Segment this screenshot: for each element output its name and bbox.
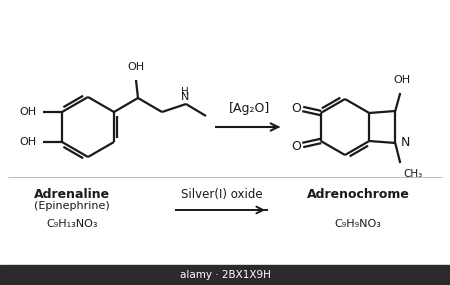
Text: H: H [181, 87, 189, 97]
Text: N: N [401, 137, 410, 150]
Text: C₉H₉NO₃: C₉H₉NO₃ [334, 219, 382, 229]
Text: Adrenochrome: Adrenochrome [306, 188, 410, 201]
Text: Adrenaline: Adrenaline [34, 188, 110, 201]
Text: OH: OH [394, 75, 411, 85]
Text: C₉H₁₃NO₃: C₉H₁₃NO₃ [46, 219, 98, 229]
Text: OH: OH [127, 62, 144, 72]
Text: O: O [291, 139, 301, 152]
Text: O: O [291, 101, 301, 115]
Text: OH: OH [19, 107, 36, 117]
Text: (Epinephrine): (Epinephrine) [34, 201, 110, 211]
Text: alamy · 2BX1X9H: alamy · 2BX1X9H [180, 270, 270, 280]
Text: N: N [181, 92, 189, 102]
Text: CH₃: CH₃ [403, 169, 423, 179]
Text: [Ag₂O]: [Ag₂O] [228, 102, 270, 115]
Text: OH: OH [19, 137, 36, 147]
Bar [0, 265, 450, 285]
Text: Silver(I) oxide: Silver(I) oxide [181, 188, 262, 201]
